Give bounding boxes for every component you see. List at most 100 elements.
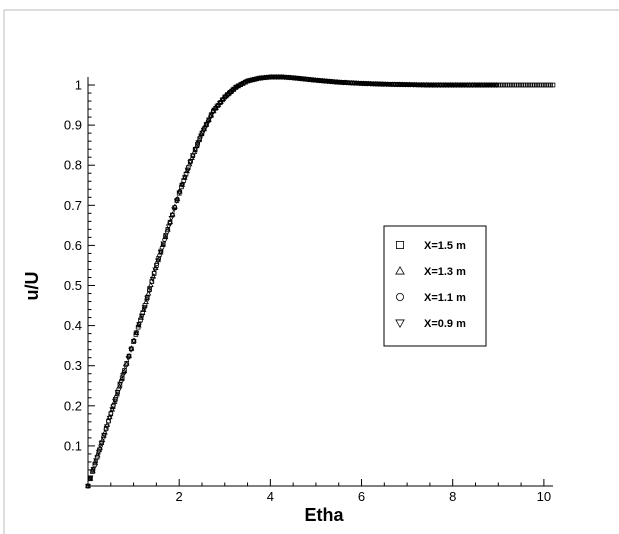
data-point: [276, 74, 282, 80]
data-point: [222, 94, 229, 100]
data-point: [434, 83, 441, 89]
legend-entry-label: X=1.1 m: [424, 292, 466, 304]
data-point: [192, 146, 199, 152]
data-point: [475, 83, 481, 89]
data-point: [133, 330, 140, 336]
data-point: [380, 82, 387, 88]
data-point: [136, 322, 142, 328]
x-tick-label: 4: [267, 489, 274, 504]
data-layer: [85, 74, 556, 489]
data-point: [122, 368, 127, 373]
data-point: [491, 83, 498, 89]
y-tick-label: 0.2: [64, 398, 82, 413]
legend-marker-circle: [395, 292, 404, 301]
data-point: [424, 82, 430, 88]
data-point: [130, 339, 137, 345]
data-point: [179, 182, 186, 188]
data-point: [156, 255, 161, 261]
data-point: [391, 82, 398, 88]
data-point: [145, 290, 152, 296]
data-point: [195, 141, 201, 146]
data-point: [268, 74, 274, 80]
data-point: [141, 305, 147, 311]
data-point: [214, 104, 220, 110]
data-point: [421, 82, 428, 88]
data-point: [251, 77, 258, 83]
axes-layer: 2 4 6 8 10 0.1 0.2 0.3 0.4 0.5 0.6 0.7 0.8 0.9 1: [64, 77, 553, 504]
data-point: [144, 297, 150, 302]
data-point: [101, 432, 108, 438]
data-point: [461, 83, 468, 89]
data-point: [155, 258, 161, 264]
data-point: [467, 83, 473, 89]
data-point: [413, 82, 420, 88]
y-tick-label: 0.7: [64, 198, 82, 213]
data-point: [386, 82, 393, 88]
data-point: [432, 83, 438, 89]
data-point: [108, 410, 114, 416]
x-axis-title: Etha: [304, 505, 344, 525]
data-point: [98, 441, 105, 447]
data-point: [273, 74, 280, 80]
y-tick-label: 0.1: [64, 438, 82, 453]
data-point: [389, 82, 395, 88]
data-point: [149, 276, 156, 282]
data-point: [121, 370, 127, 376]
data-point: [195, 140, 202, 146]
y-tick-label: 0.8: [64, 158, 82, 173]
data-point: [112, 398, 118, 404]
data-point: [163, 232, 169, 238]
data-point: [118, 375, 125, 381]
data-point: [448, 83, 454, 89]
data-point: [469, 83, 476, 89]
data-point: [450, 83, 457, 89]
data-point: [402, 82, 409, 88]
data-point: [206, 117, 212, 123]
data-point: [257, 76, 264, 82]
data-point: [102, 429, 108, 435]
legend-entry-label: X=0.9 m: [424, 318, 466, 330]
data-point: [485, 83, 492, 89]
data-point: [464, 83, 471, 89]
data-point: [265, 75, 272, 81]
data-point: [415, 82, 422, 88]
data-point: [117, 381, 124, 387]
data-point: [117, 382, 123, 388]
data-point: [165, 224, 172, 230]
x-tick-label: 10: [537, 489, 551, 504]
data-point: [453, 83, 460, 89]
data-point: [106, 415, 113, 421]
data-point: [219, 97, 226, 103]
data-point: [90, 466, 97, 472]
data-point: [418, 82, 425, 88]
data-point: [169, 212, 175, 218]
data-point: [118, 378, 124, 384]
data-point: [410, 82, 417, 88]
data-point: [483, 83, 489, 89]
data-point: [109, 407, 116, 413]
data-point: [238, 82, 245, 88]
data-point: [150, 273, 157, 279]
data-point: [399, 82, 406, 88]
x-tick-label: 2: [176, 489, 183, 504]
data-point: [397, 82, 403, 88]
data-point: [254, 76, 261, 82]
data-point: [114, 390, 121, 396]
data-point: [426, 82, 433, 89]
data-point: [190, 153, 196, 159]
data-point: [122, 364, 129, 370]
data-point: [95, 451, 101, 456]
data-point: [488, 83, 495, 89]
x-tick-label: 8: [449, 489, 456, 504]
legend-marker-triangle-up: [395, 266, 405, 275]
data-point: [128, 347, 134, 353]
data-point: [394, 82, 401, 88]
data-point: [477, 83, 484, 89]
data-point: [198, 133, 204, 139]
legend-marker-triangle-down: [395, 319, 405, 328]
data-point: [103, 424, 110, 430]
data-point: [95, 449, 102, 455]
data-point: [168, 215, 175, 221]
data-point: [123, 362, 129, 368]
